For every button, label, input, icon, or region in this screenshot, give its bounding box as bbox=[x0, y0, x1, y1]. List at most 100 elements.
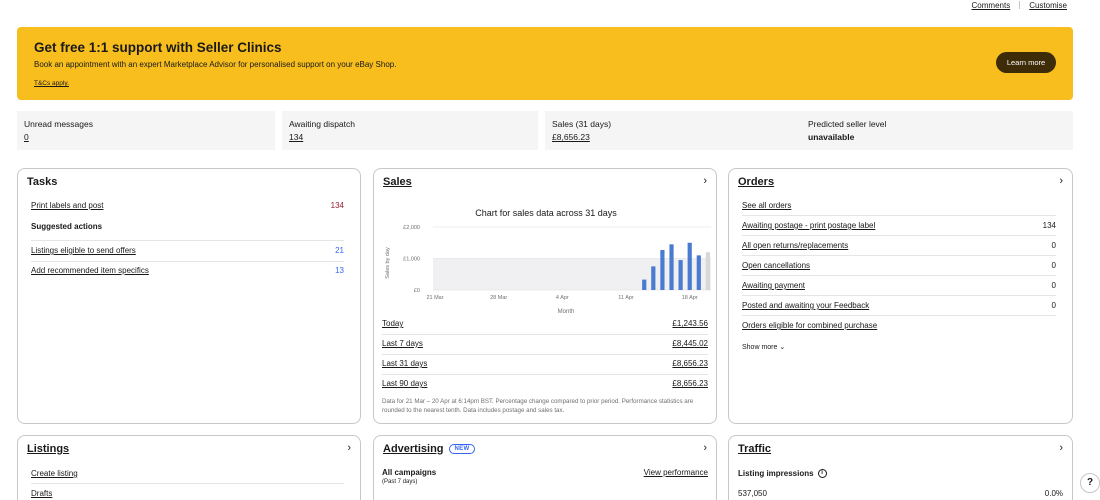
orders-row-label[interactable]: Orders eligible for combined purchase bbox=[742, 321, 878, 330]
tasks-card: Tasks Print labels and post 134 Suggeste… bbox=[17, 168, 361, 424]
divider bbox=[31, 240, 344, 241]
divider bbox=[742, 215, 1056, 216]
impressions-change: 0.0% bbox=[1044, 489, 1063, 498]
drafts-link[interactable]: Drafts bbox=[31, 489, 53, 498]
orders-row-label[interactable]: Posted and awaiting your Feedback bbox=[742, 301, 870, 310]
divider bbox=[382, 374, 708, 375]
see-all-orders[interactable]: See all orders bbox=[742, 201, 1056, 210]
impressions-label: Listing impressions bbox=[738, 469, 814, 478]
orders-row-label[interactable]: Awaiting payment bbox=[742, 281, 805, 290]
chart-bar[interactable] bbox=[705, 252, 711, 290]
chart-plot-band bbox=[433, 258, 711, 290]
orders-title[interactable]: Orders bbox=[738, 176, 775, 188]
listings-card: Listings › Create listing Drafts bbox=[17, 435, 361, 500]
orders-row[interactable]: Open cancellations 0 bbox=[742, 261, 1056, 270]
chart-x-tick-label: 18 Apr bbox=[682, 295, 698, 301]
create-listing-link[interactable]: Create listing bbox=[31, 469, 78, 478]
stat-label: Sales (31 days) bbox=[552, 119, 612, 129]
chevron-right-icon[interactable]: › bbox=[703, 442, 707, 454]
banner-title: Get free 1:1 support with Seller Clinics bbox=[34, 40, 282, 55]
sales-row-value[interactable]: £8,656.23 bbox=[672, 359, 708, 368]
info-icon[interactable]: i bbox=[817, 469, 827, 478]
orders-row[interactable]: Posted and awaiting your Feedback 0 bbox=[742, 301, 1056, 310]
orders-row-count: 0 bbox=[1051, 281, 1056, 290]
listings-item[interactable]: Drafts bbox=[31, 489, 52, 498]
show-more-label: Show more bbox=[742, 344, 778, 351]
orders-row[interactable]: Awaiting payment 0 bbox=[742, 281, 1056, 290]
chart-bar[interactable] bbox=[687, 242, 692, 290]
stat-label: Unread messages bbox=[24, 119, 93, 129]
task-label[interactable]: Print labels and post bbox=[31, 201, 104, 210]
help-button[interactable]: ? bbox=[1080, 473, 1100, 493]
task-label[interactable]: Listings eligible to send offers bbox=[31, 246, 136, 255]
seller-clinics-banner: Get free 1:1 support with Seller Clinics… bbox=[17, 27, 1073, 100]
sales-row-value[interactable]: £8,445.02 bbox=[672, 339, 708, 348]
orders-row-count: 0 bbox=[1051, 261, 1056, 270]
task-count: 13 bbox=[335, 266, 344, 275]
chart-bar[interactable] bbox=[660, 249, 665, 290]
listings-title[interactable]: Listings bbox=[27, 443, 70, 455]
chart-bar[interactable] bbox=[696, 255, 701, 290]
customise-link[interactable]: Customise bbox=[1029, 0, 1067, 10]
divider bbox=[742, 315, 1056, 316]
chart-bar[interactable] bbox=[642, 279, 647, 290]
task-item[interactable]: Listings eligible to send offers 21 bbox=[31, 246, 344, 255]
terms-link[interactable]: T&Cs apply. bbox=[34, 80, 69, 87]
stat-value: unavailable bbox=[808, 132, 855, 142]
listings-item[interactable]: Create listing bbox=[31, 469, 78, 478]
advertising-title[interactable]: Advertising bbox=[383, 443, 444, 455]
stat-value[interactable]: 134 bbox=[289, 132, 304, 142]
stat-predicted-seller-level: Predicted seller level unavailable bbox=[801, 111, 1073, 150]
task-print-labels[interactable]: Print labels and post 134 bbox=[31, 201, 344, 210]
sales-row-90-days[interactable]: Last 90 days £8,656.23 bbox=[382, 379, 708, 388]
campaign-period: (Past 7 days) bbox=[382, 479, 418, 485]
chart-x-tick-label: 28 Mar bbox=[490, 295, 507, 301]
orders-row-label[interactable]: Open cancellations bbox=[742, 261, 811, 270]
learn-more-button[interactable]: Learn more bbox=[996, 52, 1056, 73]
sales-title[interactable]: Sales bbox=[383, 176, 412, 188]
stat-value[interactable]: 0 bbox=[24, 132, 29, 142]
task-item[interactable]: Add recommended item specifics 13 bbox=[31, 266, 344, 275]
sales-chart: Chart for sales data across 31 days Sale… bbox=[385, 208, 711, 315]
chevron-right-icon[interactable]: › bbox=[347, 442, 351, 454]
divider bbox=[31, 483, 344, 484]
orders-row[interactable]: Orders eligible for combined purchase bbox=[742, 321, 1056, 330]
sales-row-value[interactable]: £8,656.23 bbox=[672, 379, 708, 388]
chevron-right-icon[interactable]: › bbox=[1059, 442, 1063, 454]
orders-row[interactable]: Awaiting postage - print postage label 1… bbox=[742, 221, 1056, 230]
sales-row-label[interactable]: Today bbox=[382, 319, 404, 328]
traffic-title[interactable]: Traffic bbox=[738, 443, 772, 455]
tasks-title: Tasks bbox=[27, 176, 58, 188]
chevron-right-icon[interactable]: › bbox=[1059, 175, 1063, 187]
orders-row-label[interactable]: All open returns/replacements bbox=[742, 241, 849, 250]
sales-card: Sales › Chart for sales data across 31 d… bbox=[373, 168, 717, 424]
orders-row-label[interactable]: Awaiting postage - print postage label bbox=[742, 221, 876, 230]
show-more-button[interactable]: Show more ⌄ bbox=[742, 343, 785, 351]
chart-bar[interactable] bbox=[678, 260, 683, 290]
see-all-orders-link[interactable]: See all orders bbox=[742, 201, 792, 210]
orders-row[interactable]: All open returns/replacements 0 bbox=[742, 241, 1056, 250]
stat-value[interactable]: £8,656.23 bbox=[552, 132, 590, 142]
comments-link[interactable]: Comments bbox=[971, 0, 1011, 10]
sales-row-today[interactable]: Today £1,243.56 bbox=[382, 319, 708, 328]
task-label[interactable]: Add recommended item specifics bbox=[31, 266, 149, 275]
sales-row-label[interactable]: Last 31 days bbox=[382, 359, 428, 368]
chart-bar[interactable] bbox=[669, 244, 674, 290]
divider bbox=[382, 334, 708, 335]
chart-x-tick-label: 21 Mar bbox=[426, 295, 443, 301]
sales-row-label[interactable]: Last 90 days bbox=[382, 379, 428, 388]
stat-label: Predicted seller level bbox=[808, 119, 887, 129]
sales-row-label[interactable]: Last 7 days bbox=[382, 339, 423, 348]
divider bbox=[31, 261, 344, 262]
chevron-right-icon[interactable]: › bbox=[703, 175, 707, 187]
view-performance-link[interactable]: View performance bbox=[643, 468, 708, 477]
chart-bar[interactable] bbox=[651, 266, 656, 290]
orders-row-count: 0 bbox=[1051, 301, 1056, 310]
sales-row-31-days[interactable]: Last 31 days £8,656.23 bbox=[382, 359, 708, 368]
banner-subtitle: Book an appointment with an expert Marke… bbox=[34, 60, 397, 69]
stat-label: Awaiting dispatch bbox=[289, 119, 355, 129]
chevron-down-icon: ⌄ bbox=[779, 344, 786, 351]
sales-row-value[interactable]: £1,243.56 bbox=[672, 319, 708, 328]
sales-row-7-days[interactable]: Last 7 days £8,445.02 bbox=[382, 339, 708, 348]
divider bbox=[742, 295, 1056, 296]
